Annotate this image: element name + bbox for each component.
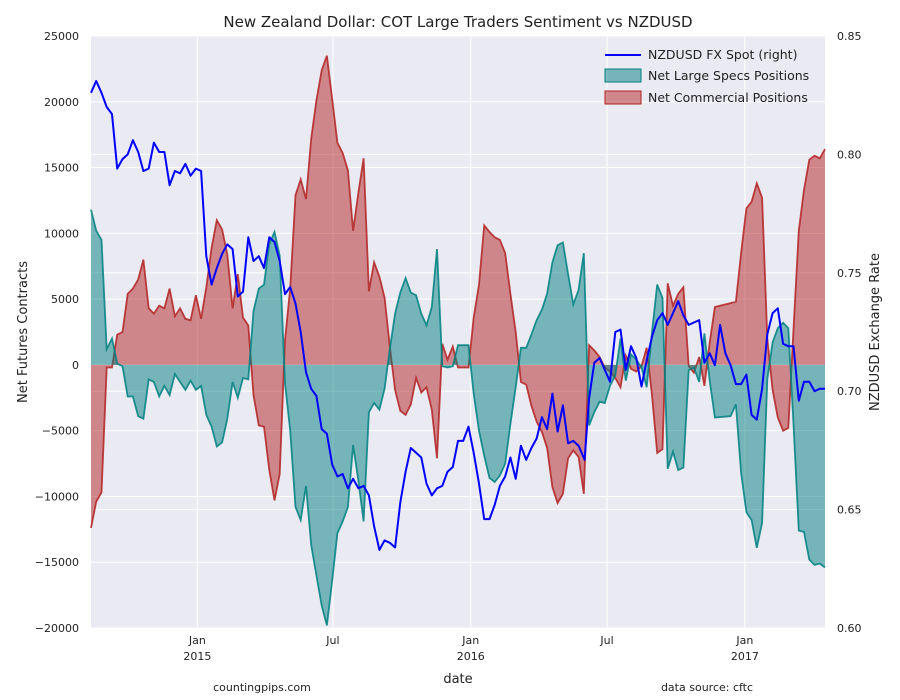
left-tick-label-8: −15000 (35, 556, 79, 569)
x-tick-sublabel-2: 2016 (457, 650, 485, 663)
left-y-axis: 25000 20000 15000 10000 5000 0 −5000 −10000 −150… (35, 30, 79, 635)
legend: NZDUSD FX Spot (right) Net Large Specs P… (604, 47, 809, 105)
left-tick-label-4: 5000 (51, 293, 79, 306)
legend-label-nzdusd: NZDUSD FX Spot (right) (648, 47, 797, 62)
right-tick-label-5: 0.60 (837, 622, 862, 635)
x-axis: Jan 2015 Jul Jan 2016 Jul Jan 2017 (183, 634, 759, 663)
legend-label-commercial: Net Commercial Positions (648, 90, 808, 105)
x-tick-label-2: Jan (461, 634, 479, 647)
x-tick-sublabel-0: 2015 (183, 650, 211, 663)
area-edge-large-specs (90, 209, 826, 626)
chart-title: New Zealand Dollar: COT Large Traders Se… (223, 13, 692, 31)
left-tick-label-9: −20000 (35, 622, 79, 635)
right-tick-label-1: 0.80 (837, 148, 862, 161)
credit-right: data source: cftc (661, 681, 753, 694)
right-y-axis: 0.85 0.80 0.75 0.70 0.65 0.60 (837, 30, 862, 635)
right-y-axis-label: NZDUSD Exchange Rate (868, 253, 883, 411)
right-tick-label-2: 0.75 (837, 267, 862, 280)
left-tick-label-0: 25000 (44, 30, 79, 43)
legend-label-large-specs: Net Large Specs Positions (648, 68, 809, 83)
left-tick-label-5: 0 (72, 359, 79, 372)
left-tick-label-2: 15000 (44, 162, 79, 175)
x-tick-label-0: Jan (188, 634, 206, 647)
x-tick-label-3: Jul (599, 634, 613, 647)
left-tick-label-1: 20000 (44, 96, 79, 109)
x-axis-label: date (443, 672, 472, 687)
line-series (90, 80, 825, 551)
credit-left: countingpips.com (213, 681, 311, 694)
x-tick-label-4: Jan (735, 634, 753, 647)
right-tick-label-3: 0.70 (837, 385, 862, 398)
area-edge-commercial (90, 55, 826, 529)
left-y-axis-label: Net Futures Contracts (16, 261, 31, 403)
left-tick-label-7: −10000 (35, 490, 79, 503)
legend-swatch-large-specs (604, 68, 642, 83)
right-tick-label-4: 0.65 (837, 504, 862, 517)
gridlines (91, 35, 825, 629)
x-tick-sublabel-4: 2017 (731, 650, 759, 663)
x-tick-label-1: Jul (325, 634, 339, 647)
left-tick-label-3: 10000 (44, 227, 79, 240)
area-fill-commercial (91, 55, 825, 528)
line-nzdusd-spot (90, 80, 825, 551)
area-series (90, 55, 826, 626)
area-fill-large-specs (91, 209, 825, 626)
legend-swatch-commercial (604, 90, 642, 105)
right-tick-label-0: 0.85 (837, 30, 862, 43)
left-tick-label-6: −5000 (42, 425, 79, 438)
